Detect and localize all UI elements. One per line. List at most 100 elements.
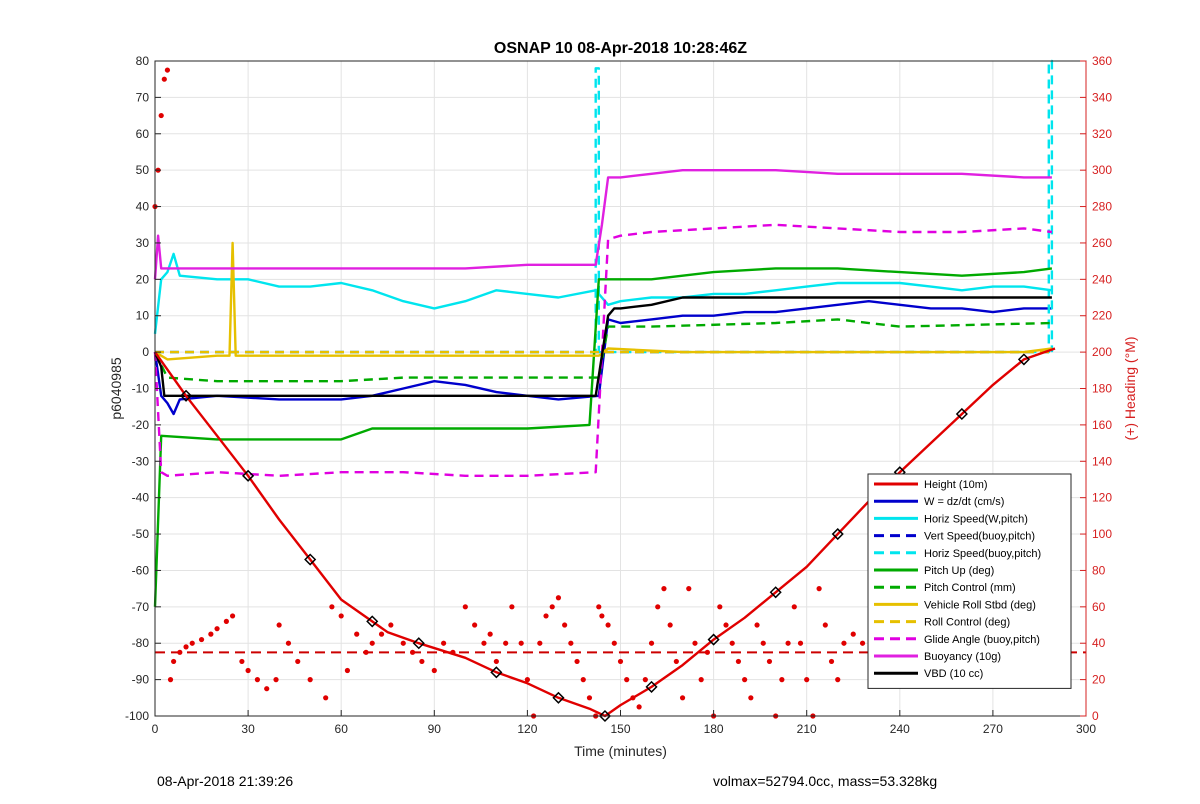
- heading-point: [344, 667, 351, 674]
- x-tick-label: 30: [241, 722, 255, 736]
- legend-entry: VBD (10 cc): [924, 668, 983, 680]
- heading-point: [338, 613, 344, 619]
- height-marker: [645, 680, 658, 693]
- series-line: [153, 223, 1053, 477]
- y-tick-label: -30: [132, 454, 150, 468]
- y-tick-label: 60: [136, 127, 150, 141]
- y2-tick-label: 120: [1092, 491, 1112, 505]
- legend-entry: Vehicle Roll Stbd (deg): [924, 599, 1036, 611]
- footer-volmax-mass: volmax=52794.0cc, mass=53.328kg: [713, 773, 938, 789]
- chart-title: OSNAP 10 08-Apr-2018 10:28:46Z: [494, 40, 747, 57]
- heading-point: [285, 640, 292, 646]
- y-tick-label: 50: [136, 163, 150, 177]
- heading-point: [524, 677, 531, 683]
- heading-point: [822, 622, 828, 628]
- heading-point: [729, 640, 735, 646]
- height-marker: [366, 615, 379, 628]
- heading-point: [599, 613, 605, 619]
- heading-point: [273, 677, 279, 683]
- x-tick-label: 0: [152, 722, 159, 736]
- heading-point: [254, 677, 261, 683]
- heading-point: [648, 640, 655, 646]
- heading-point: [679, 695, 686, 701]
- legend-entry: Height (10m): [924, 479, 988, 491]
- y-tick-label: -60: [132, 563, 150, 577]
- heading-point: [816, 586, 822, 592]
- heading-point: [537, 640, 543, 646]
- heading-point: [605, 622, 611, 628]
- footer-timestamp: 08-Apr-2018 21:39:26: [157, 773, 294, 789]
- heading-point: [198, 636, 205, 643]
- x-tick-label: 180: [704, 722, 724, 736]
- heading-point: [419, 658, 425, 665]
- heading-point: [295, 658, 301, 665]
- legend-entry: Horiz Speed(buoy,pitch): [924, 548, 1041, 560]
- heading-point: [487, 631, 493, 637]
- height-marker: [552, 691, 565, 704]
- heading-point: [183, 644, 189, 650]
- y-tick-label: 0: [142, 345, 149, 359]
- heading-point: [441, 640, 447, 646]
- legend-box: [867, 473, 1072, 689]
- height-marker: [831, 527, 844, 541]
- heading-point: [239, 658, 245, 665]
- y-tick-label: -70: [132, 600, 150, 614]
- series-line: [153, 168, 1052, 280]
- heading-point: [859, 640, 866, 646]
- y2-tick-label: 20: [1092, 673, 1106, 687]
- heading-point: [850, 631, 856, 637]
- height-marker: [1017, 353, 1030, 366]
- legend: Height (10m) W = dz/dt (cm/s) Horiz Speed(…: [867, 473, 1072, 689]
- heading-point: [574, 658, 580, 665]
- heading-point: [167, 677, 174, 683]
- y2-tick-label: 60: [1092, 600, 1106, 614]
- heading-point: [562, 622, 568, 628]
- heading-point: [611, 640, 617, 646]
- x-tick-label: 60: [335, 722, 349, 736]
- heading-point: [735, 658, 742, 665]
- y2-tick-label: 200: [1092, 345, 1112, 359]
- heading-point: [655, 604, 661, 610]
- heading-point: [766, 658, 773, 665]
- height-marker: [412, 637, 425, 650]
- height-marker: [490, 666, 503, 679]
- y-tick-label: -50: [132, 527, 150, 541]
- heading-point: [409, 649, 416, 655]
- y-tick-label: -90: [132, 673, 150, 687]
- heading-point: [835, 677, 841, 683]
- x-tick-label: 300: [1076, 722, 1096, 736]
- heading-point: [307, 677, 313, 683]
- y-tick-label: 80: [136, 54, 150, 68]
- heading-point: [748, 695, 754, 701]
- legend-entry: Glide Angle (buoy,pitch): [924, 634, 1040, 646]
- legend-entry: Pitch Control (mm): [924, 582, 1016, 594]
- heading-point: [742, 677, 748, 683]
- heading-point: [158, 112, 164, 119]
- y2-tick-label: 220: [1092, 309, 1112, 323]
- heading-point: [617, 658, 624, 665]
- x-tick-label: 240: [890, 722, 910, 736]
- heading-point: [363, 649, 369, 655]
- heading-point: [354, 631, 360, 637]
- heading-point: [481, 640, 487, 646]
- heading-point: [667, 622, 673, 628]
- heading-point: [586, 695, 593, 701]
- heading-point: [245, 667, 251, 674]
- heading-point: [828, 658, 835, 665]
- y2-axis-ticks: 3603403203002802602402202001801601401201…: [1080, 54, 1112, 723]
- heading-point: [791, 604, 797, 610]
- heading-point: [229, 613, 236, 619]
- heading-point: [673, 658, 679, 665]
- heading-point: [686, 586, 692, 592]
- x-tick-label: 210: [797, 722, 817, 736]
- heading-point: [841, 640, 847, 646]
- y2-tick-label: 280: [1092, 200, 1112, 214]
- y2-tick-label: 320: [1092, 127, 1112, 141]
- y2-tick-label: 160: [1092, 418, 1112, 432]
- y-tick-label: -80: [132, 636, 150, 650]
- heading-point: [503, 640, 509, 646]
- heading-point: [369, 640, 375, 646]
- y-tick-label: -20: [132, 418, 150, 432]
- x-axis-label: Time (minutes): [574, 743, 667, 759]
